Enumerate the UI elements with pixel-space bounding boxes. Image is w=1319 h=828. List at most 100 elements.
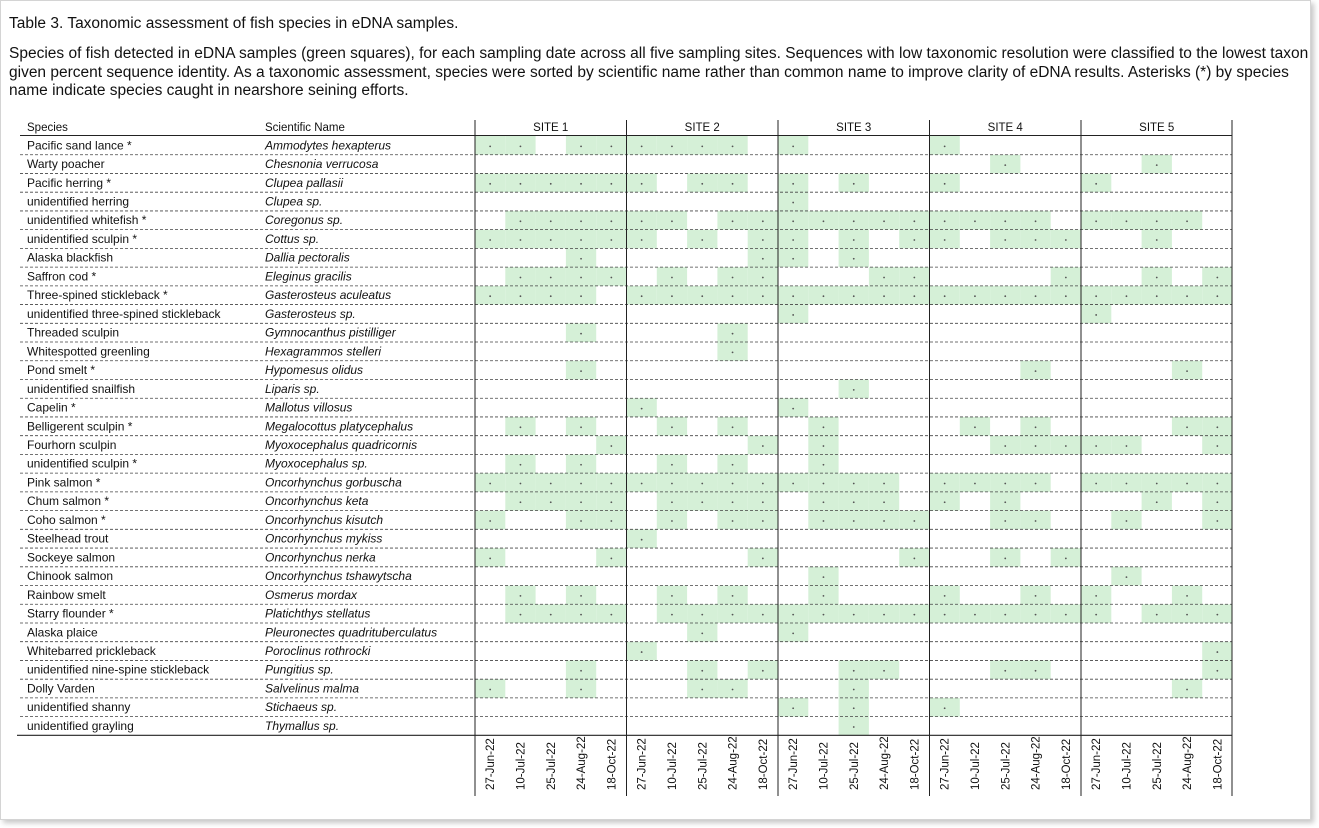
detection-dot xyxy=(913,220,916,223)
detection-cell xyxy=(596,210,627,230)
detection-cell xyxy=(505,604,536,623)
detection-cell xyxy=(1111,510,1142,530)
detection-cell xyxy=(1020,360,1051,380)
detection-dot xyxy=(1095,482,1098,485)
detection-cell xyxy=(1081,473,1112,492)
detection-dot xyxy=(883,295,885,298)
detection-cell xyxy=(687,285,718,305)
detection-cell xyxy=(808,491,839,511)
scientific-name: Clupea sp. xyxy=(265,194,322,208)
detection-dot xyxy=(640,220,643,223)
detection-cell xyxy=(535,491,566,511)
detection-cell xyxy=(687,679,718,698)
detection-dot xyxy=(852,257,855,260)
detection-dot xyxy=(1004,557,1007,560)
detection-cell xyxy=(717,491,748,511)
detection-dot xyxy=(1186,688,1188,691)
detection-dot xyxy=(580,688,582,691)
species-name: unidentified whitefish * xyxy=(27,213,147,227)
detection-dot xyxy=(671,613,673,616)
detection-cell xyxy=(596,510,627,530)
detection-dot xyxy=(701,669,704,672)
detection-dot xyxy=(792,613,795,616)
detection-dot xyxy=(852,726,855,728)
date-label: 10-Jul-22 xyxy=(515,742,527,790)
detection-cell xyxy=(1202,641,1233,661)
date-label: 24-Aug-22 xyxy=(879,736,891,790)
detection-cell xyxy=(899,210,930,230)
detection-dot xyxy=(701,632,704,635)
date-label: 27-Jun-22 xyxy=(940,738,952,790)
species-name: unidentified grayling xyxy=(27,719,134,733)
detection-dot xyxy=(883,669,885,672)
detection-dot xyxy=(580,220,582,223)
detection-dot xyxy=(549,239,552,241)
scientific-name: Chesnonia verrucosa xyxy=(265,157,379,171)
detection-dot xyxy=(1125,576,1128,579)
detection-dot xyxy=(580,370,582,373)
detection-cell xyxy=(717,454,748,474)
species-name: unidentified nine-spine stickleback xyxy=(27,663,210,677)
species-name: Chum salmon * xyxy=(27,494,109,508)
site-header-1: SITE 1 xyxy=(533,122,568,134)
detection-dot xyxy=(1004,445,1007,447)
detection-cell xyxy=(535,173,566,193)
date-label: 18-Oct-22 xyxy=(909,739,921,790)
date-label: 25-Jul-22 xyxy=(1000,742,1012,790)
detection-dot xyxy=(701,482,704,485)
detection-dot xyxy=(489,688,492,691)
detection-cell xyxy=(899,510,930,530)
detection-cell xyxy=(626,229,657,249)
detection-cell xyxy=(778,285,809,305)
detection-dot xyxy=(792,407,795,410)
detection-cell xyxy=(717,173,748,193)
detection-cell xyxy=(1081,285,1112,305)
date-label: 10-Jul-22 xyxy=(970,742,982,790)
detection-cell xyxy=(626,210,657,230)
detection-dot xyxy=(943,501,946,504)
detection-dot xyxy=(1034,669,1037,672)
detection-cell xyxy=(687,660,718,680)
site-header-4: SITE 4 xyxy=(988,122,1024,134)
detection-cell xyxy=(1141,604,1172,623)
detection-cell xyxy=(596,136,627,155)
species-name: Sockeye salmon xyxy=(27,550,115,564)
detection-dot xyxy=(943,594,946,597)
detection-dot xyxy=(1034,520,1037,522)
detection-cell xyxy=(747,210,778,230)
detection-dot xyxy=(731,276,734,279)
detection-dot xyxy=(792,145,795,148)
detection-cell xyxy=(838,229,869,249)
detection-cell xyxy=(565,416,597,436)
detection-cell xyxy=(838,210,869,230)
detection-dot xyxy=(731,594,734,597)
detection-cell xyxy=(505,229,536,249)
detection-cell xyxy=(505,585,536,605)
species-header: Species xyxy=(27,122,68,134)
detection-cell xyxy=(1020,210,1051,230)
detection-dot xyxy=(489,182,492,185)
detection-cell xyxy=(1111,473,1142,492)
detection-cell xyxy=(1020,660,1051,680)
detection-dot xyxy=(1004,520,1007,522)
detection-cell xyxy=(838,248,869,268)
detection-dot xyxy=(1186,295,1188,298)
detection-cell xyxy=(747,229,778,249)
detection-dot xyxy=(671,594,673,597)
detection-dot xyxy=(580,332,582,335)
scientific-name: Cottus sp. xyxy=(265,232,319,246)
detection-cell xyxy=(1171,210,1203,230)
detection-cell xyxy=(535,210,566,230)
scientific-name: Coregonus sp. xyxy=(265,213,343,227)
detection-dot xyxy=(822,613,825,616)
detection-cell xyxy=(656,136,688,155)
detection-cell xyxy=(535,473,566,492)
detection-cell xyxy=(626,173,657,193)
detection-cell xyxy=(505,416,536,436)
detection-dot xyxy=(792,632,795,635)
detection-cell xyxy=(990,210,1021,230)
detection-cell xyxy=(959,604,991,623)
detection-cell xyxy=(990,660,1021,680)
detection-cell xyxy=(1081,210,1112,230)
detection-cell xyxy=(1020,285,1051,305)
